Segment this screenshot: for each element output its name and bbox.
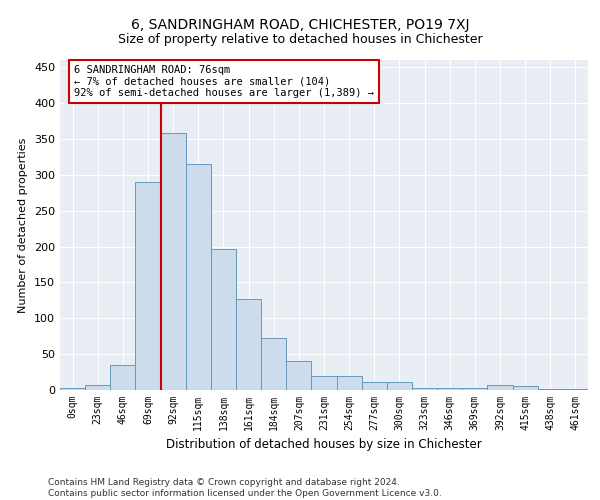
Bar — [211, 248, 236, 390]
Bar — [85, 385, 110, 390]
Text: 6 SANDRINGHAM ROAD: 76sqm
← 7% of detached houses are smaller (104)
92% of semi-: 6 SANDRINGHAM ROAD: 76sqm ← 7% of detach… — [74, 65, 374, 98]
Text: Size of property relative to detached houses in Chichester: Size of property relative to detached ho… — [118, 32, 482, 46]
Bar — [337, 376, 362, 390]
X-axis label: Distribution of detached houses by size in Chichester: Distribution of detached houses by size … — [166, 438, 482, 452]
Bar — [110, 365, 136, 390]
Bar — [437, 388, 462, 390]
Bar — [60, 388, 85, 390]
Bar — [261, 338, 286, 390]
Bar — [538, 388, 563, 390]
Bar — [236, 299, 261, 390]
Bar — [161, 133, 186, 390]
Text: Contains HM Land Registry data © Crown copyright and database right 2024.
Contai: Contains HM Land Registry data © Crown c… — [48, 478, 442, 498]
Bar — [136, 182, 161, 390]
Bar — [512, 386, 538, 390]
Y-axis label: Number of detached properties: Number of detached properties — [19, 138, 28, 312]
Bar — [186, 164, 211, 390]
Bar — [362, 382, 387, 390]
Bar — [286, 362, 311, 390]
Bar — [387, 382, 412, 390]
Bar — [311, 376, 337, 390]
Bar — [412, 388, 437, 390]
Text: 6, SANDRINGHAM ROAD, CHICHESTER, PO19 7XJ: 6, SANDRINGHAM ROAD, CHICHESTER, PO19 7X… — [131, 18, 469, 32]
Bar — [462, 388, 487, 390]
Bar — [487, 385, 512, 390]
